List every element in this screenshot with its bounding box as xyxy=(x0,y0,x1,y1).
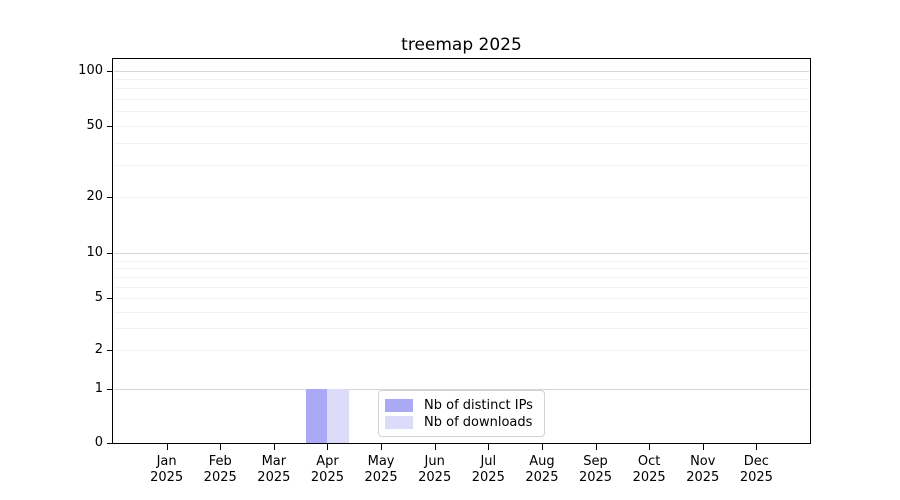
y-tick-mark-100 xyxy=(107,71,113,72)
gridline-major-10 xyxy=(114,253,809,254)
gridline-minor-80 xyxy=(114,88,809,89)
gridline-minor-8 xyxy=(114,268,809,269)
x-tick-month: Apr xyxy=(316,454,339,469)
x-tick-mark-apr xyxy=(327,444,329,450)
x-tick-mark-jun xyxy=(434,444,436,450)
x-tick-month: Nov xyxy=(690,454,716,469)
x-tick-label-may: May 2025 xyxy=(349,454,413,486)
gridline-minor-3 xyxy=(114,328,809,329)
x-tick-year: 2025 xyxy=(525,470,559,485)
legend-label-distinct-ips: Nb of distinct IPs xyxy=(424,398,533,413)
x-tick-label-apr: Apr 2025 xyxy=(295,454,359,486)
y-tick-mark-50 xyxy=(107,126,113,127)
y-tick-label-10: 10 xyxy=(86,245,103,260)
legend-swatch-downloads xyxy=(385,416,413,429)
x-tick-mark-jul xyxy=(488,444,490,450)
x-tick-label-jun: Jun 2025 xyxy=(403,454,467,486)
x-tick-year: 2025 xyxy=(203,470,237,485)
x-tick-mark-sep xyxy=(595,444,597,450)
x-tick-mark-nov xyxy=(702,444,704,450)
legend-label-downloads: Nb of downloads xyxy=(424,415,533,430)
x-tick-year: 2025 xyxy=(257,470,291,485)
gridline-major-100 xyxy=(114,71,809,72)
y-tick-label-5: 5 xyxy=(94,290,103,305)
y-tick-label-50: 50 xyxy=(86,118,103,133)
x-tick-month: Aug xyxy=(529,454,555,469)
x-tick-label-mar: Mar 2025 xyxy=(242,454,306,486)
x-tick-label-jul: Jul 2025 xyxy=(456,454,520,486)
x-tick-month: May xyxy=(367,454,395,469)
gridline-minor-90 xyxy=(114,79,809,80)
y-tick-mark-1 xyxy=(107,389,113,390)
y-tick-label-100: 100 xyxy=(78,63,103,78)
x-tick-year: 2025 xyxy=(471,470,505,485)
gridline-minor-20 xyxy=(114,197,809,198)
x-tick-month: Dec xyxy=(743,454,769,469)
x-tick-mark-aug xyxy=(541,444,543,450)
x-tick-year: 2025 xyxy=(364,470,398,485)
x-tick-mark-oct xyxy=(649,444,651,450)
x-tick-year: 2025 xyxy=(310,470,344,485)
x-tick-label-nov: Nov 2025 xyxy=(671,454,735,486)
gridline-minor-9 xyxy=(114,261,809,262)
x-tick-year: 2025 xyxy=(150,470,184,485)
plot-frame xyxy=(112,58,811,444)
x-tick-month: Jan xyxy=(156,454,177,469)
x-tick-month: Sep xyxy=(583,454,608,469)
gridline-minor-6 xyxy=(114,287,809,288)
x-tick-year: 2025 xyxy=(418,470,452,485)
bar-nb-of-downloads-apr xyxy=(327,389,349,443)
x-tick-label-sep: Sep 2025 xyxy=(564,454,628,486)
y-tick-label-2: 2 xyxy=(94,342,103,357)
x-tick-label-dec: Dec 2025 xyxy=(724,454,788,486)
x-tick-label-jan: Jan 2025 xyxy=(135,454,199,486)
gridline-minor-60 xyxy=(114,111,809,112)
x-tick-year: 2025 xyxy=(686,470,720,485)
x-tick-mark-feb xyxy=(220,444,222,450)
gridline-minor-40 xyxy=(114,143,809,144)
gridline-minor-2 xyxy=(114,350,809,351)
chart-title: treemap 2025 xyxy=(401,35,522,55)
gridline-minor-7 xyxy=(114,277,809,278)
x-tick-month: Jun xyxy=(424,454,445,469)
x-tick-month: Oct xyxy=(637,454,661,469)
legend-item-downloads: Nb of downloads xyxy=(385,415,536,430)
x-tick-mark-dec xyxy=(756,444,758,450)
y-tick-label-20: 20 xyxy=(86,189,103,204)
x-tick-year: 2025 xyxy=(632,470,666,485)
x-tick-year: 2025 xyxy=(739,470,773,485)
x-tick-year: 2025 xyxy=(578,470,613,485)
x-tick-label-aug: Aug 2025 xyxy=(510,454,574,486)
x-tick-month: Feb xyxy=(208,454,232,469)
y-tick-label-1: 1 xyxy=(94,381,103,396)
y-tick-mark-2 xyxy=(107,350,113,351)
legend: Nb of distinct IPs Nb of downloads xyxy=(378,390,545,437)
legend-swatch-distinct-ips xyxy=(385,399,413,412)
gridline-minor-5 xyxy=(114,298,809,299)
x-tick-label-feb: Feb 2025 xyxy=(188,454,252,486)
legend-item-distinct-ips: Nb of distinct IPs xyxy=(385,398,536,413)
gridline-major-1 xyxy=(114,389,809,390)
x-tick-month: Mar xyxy=(261,454,287,469)
x-tick-month: Jul xyxy=(480,454,497,469)
x-tick-mark-mar xyxy=(273,444,275,450)
gridline-minor-4 xyxy=(114,312,809,313)
gridline-minor-30 xyxy=(114,165,809,166)
y-tick-mark-0 xyxy=(107,443,113,444)
y-tick-mark-20 xyxy=(107,197,113,198)
x-tick-mark-jan xyxy=(166,444,168,450)
gridline-minor-70 xyxy=(114,99,809,100)
x-tick-label-oct: Oct 2025 xyxy=(617,454,681,486)
bar-nb-of-distinct-ips-apr xyxy=(306,389,328,443)
x-tick-mark-may xyxy=(381,444,383,450)
gridline-minor-50 xyxy=(114,126,809,127)
y-tick-mark-10 xyxy=(107,253,113,254)
y-tick-mark-5 xyxy=(107,298,113,299)
y-tick-label-0: 0 xyxy=(94,435,103,450)
